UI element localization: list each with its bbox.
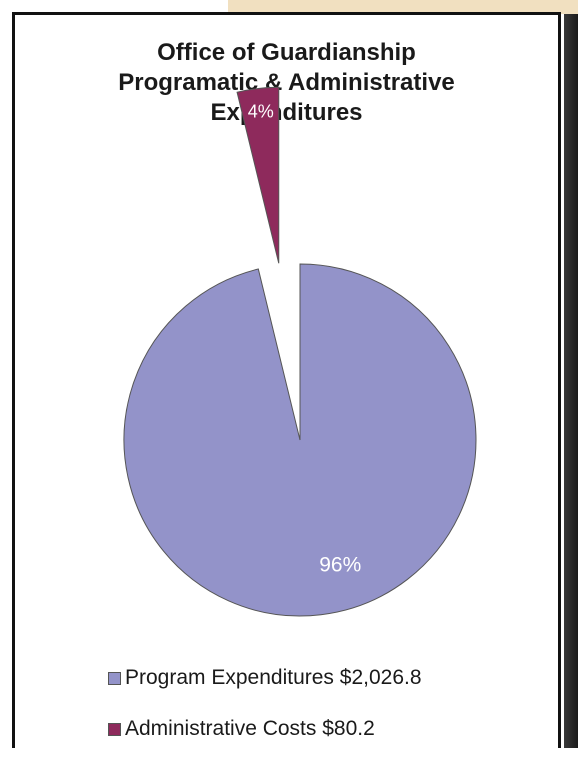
- chart-title-line-2: Programatic & Administrative: [118, 69, 455, 96]
- pie-slice-admin: [236, 86, 280, 264]
- legend-item-admin: Administrative Costs $80.2: [108, 714, 528, 744]
- pie-chart: 96% 4%: [123, 86, 477, 617]
- chart-title: Office of Guardianship Programatic & Adm…: [15, 38, 558, 128]
- chart-title-line-1: Office of Guardianship: [157, 39, 416, 66]
- legend-label-program: Program Expenditures $2,026.8: [125, 666, 422, 689]
- chart-legend: Program Expenditures $2,026.8 Administra…: [108, 663, 528, 765]
- legend-swatch-program: [108, 671, 121, 685]
- pie-label-admin: 4%: [248, 102, 274, 122]
- legend-swatch-admin: [108, 722, 121, 736]
- legend-label-admin: Administrative Costs $80.2: [125, 717, 375, 740]
- top-decorative-band: [228, 0, 578, 14]
- side-decorative-band: [564, 14, 578, 748]
- chart-frame: [12, 12, 561, 748]
- chart-title-line-3: Expenditures: [210, 99, 363, 126]
- legend-item-program: Program Expenditures $2,026.8: [108, 663, 528, 693]
- pie-label-program: 96%: [319, 553, 361, 576]
- pie-slice-program: [123, 263, 477, 617]
